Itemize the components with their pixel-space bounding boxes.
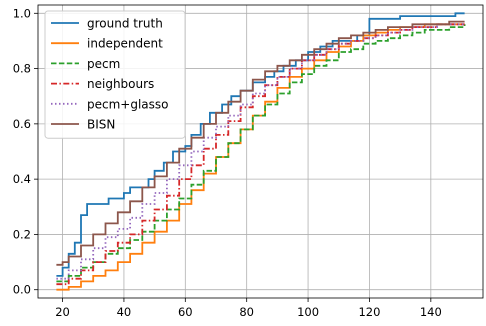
x-tick-label: 80 [239,305,254,319]
legend-label-pecm: pecm [87,57,120,71]
y-tick-label: 0.8 [13,62,31,76]
x-tick-label: 40 [117,305,132,319]
x-tick-label: 120 [358,305,380,319]
x-tick-label: 140 [420,305,442,319]
legend-label-pecm-glasso: pecm+glasso [87,97,169,111]
series-line-pecm [56,24,466,283]
series-line-ground-truth [56,12,465,277]
series-line-bisn [56,20,465,266]
y-tick-label: 1.0 [13,6,31,20]
plot-frame [37,4,484,299]
x-tick-label: 100 [297,305,319,319]
legend-label-bisn: BISN [87,118,115,132]
x-tick-label: 60 [178,305,193,319]
legend: ground truth independent pecm neighbours pec… [44,10,186,139]
y-tick-label: 0.0 [13,283,31,297]
y-tick-label: 0.4 [13,172,31,186]
legend-box [44,10,186,139]
series-layer [56,12,466,291]
series-line-pecm-glasso [56,23,465,280]
legend-label-independent: independent [87,37,163,51]
legend-label-ground-truth: ground truth [87,17,163,31]
y-axis: 0.0 0.2 0.4 0.6 0.8 1.0 [13,6,38,297]
x-axis: 20 40 60 80 100 120 140 [55,298,442,319]
x-tick-label: 20 [55,305,70,319]
legend-label-neighbours: neighbours [87,77,154,91]
y-tick-label: 0.2 [13,227,31,241]
y-tick-label: 0.6 [13,117,31,131]
